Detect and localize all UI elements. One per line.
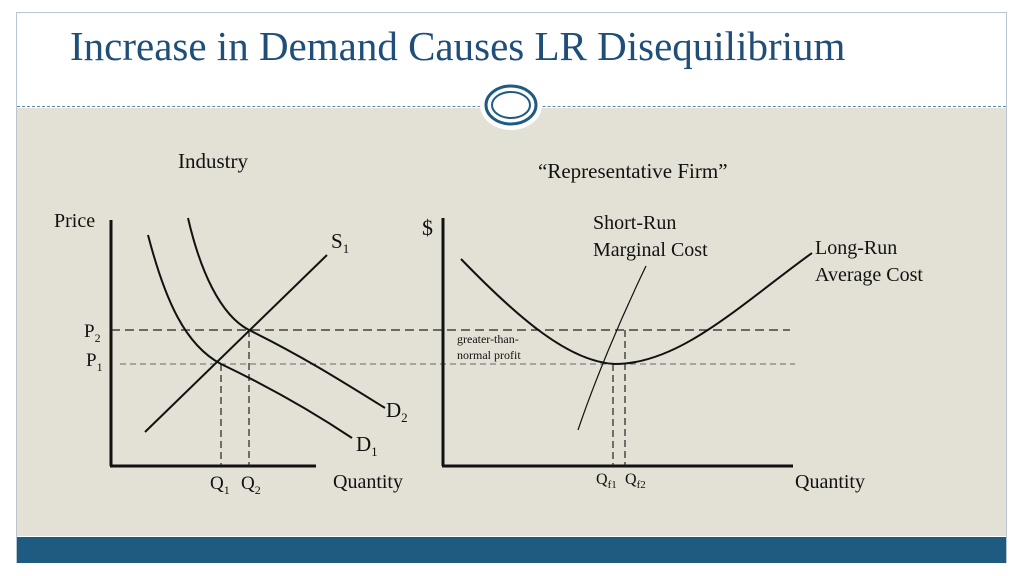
slide-title: Increase in Demand Causes LR Disequilibr… [70,23,846,69]
p2-label: P2 [84,321,101,345]
lrac-curve [460,252,813,366]
profit-label-line1: greater-than- [457,332,519,346]
firm-y-axis-label: $ [422,215,433,240]
bottom-bar [17,537,1006,563]
srmc-label-line2: Marginal Cost [593,239,708,261]
profit-label-line2: normal profit [457,348,521,362]
firm-heading: “Representative Firm” [538,159,728,183]
demand2-label: D2 [386,398,408,425]
p1-label: P1 [86,350,103,374]
double-oval-ornament-icon [480,80,542,130]
supply-label: S1 [331,229,349,256]
demand-curve-d1 [147,234,353,439]
q2-label: Q2 [241,473,261,497]
q1-label: Q1 [210,473,230,497]
lrac-label-line1: Long-Run [815,237,897,259]
lrac-label-line2: Average Cost [815,264,923,286]
industry-y-axis-label: Price [54,210,95,232]
supply-curve-s1 [144,254,328,433]
qf2-label: Qf2 [625,471,646,491]
firm-x-axis-label: Quantity [795,471,865,493]
industry-heading: Industry [178,149,248,173]
srmc-label-line1: Short-Run [593,212,676,234]
demand1-label: D1 [356,432,378,459]
srmc-curve [577,265,647,431]
qf1-label: Qf1 [596,471,617,491]
demand-curve-d2 [187,217,386,409]
industry-x-axis-label: Quantity [333,471,403,493]
